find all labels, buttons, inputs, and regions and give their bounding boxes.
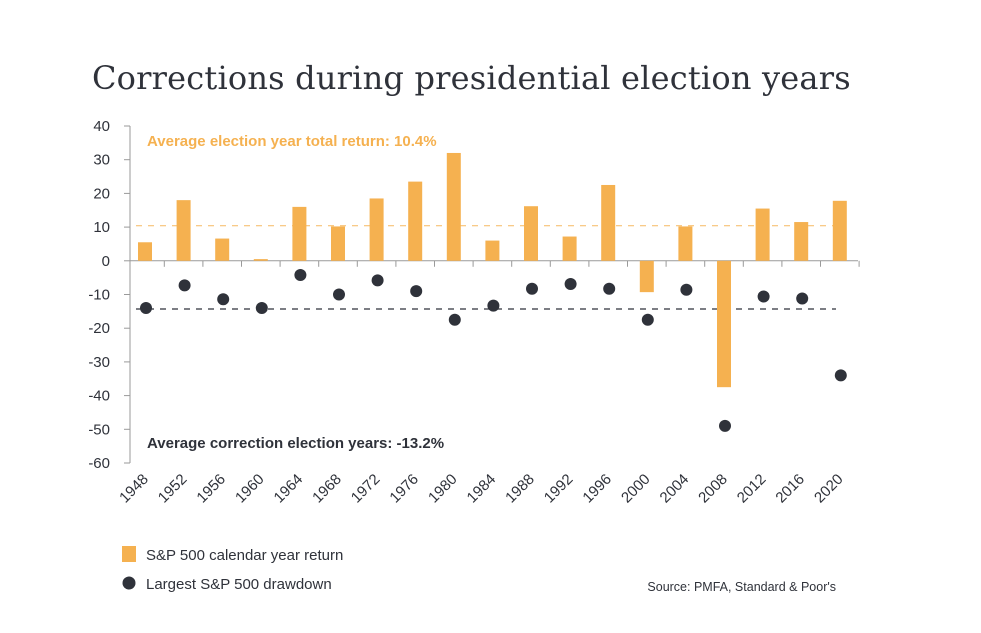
bar bbox=[331, 226, 345, 261]
point bbox=[719, 419, 731, 432]
y-tick-label: -10 bbox=[88, 287, 110, 304]
bar bbox=[176, 200, 191, 261]
point bbox=[603, 282, 616, 295]
point bbox=[140, 301, 152, 314]
bar bbox=[408, 181, 423, 261]
x-tick-label: 1968 bbox=[309, 471, 345, 507]
legend-swatch-dot bbox=[122, 576, 136, 590]
point bbox=[487, 299, 500, 312]
bar-series bbox=[138, 152, 847, 388]
point bbox=[371, 274, 384, 287]
point bbox=[178, 279, 191, 292]
bar bbox=[678, 226, 693, 261]
point bbox=[796, 292, 809, 305]
point bbox=[333, 288, 345, 301]
x-tick-label: 1996 bbox=[579, 471, 615, 507]
x-tick-label: 2012 bbox=[734, 471, 770, 507]
point bbox=[641, 313, 654, 326]
bar bbox=[292, 206, 307, 261]
point bbox=[757, 290, 770, 303]
chart-title: Corrections during presidential election… bbox=[92, 59, 851, 97]
x-tick-label: 1992 bbox=[541, 471, 577, 507]
y-tick-label: -40 bbox=[88, 388, 110, 405]
bar bbox=[253, 259, 268, 261]
point bbox=[255, 301, 268, 314]
y-tick-label: 0 bbox=[102, 253, 110, 270]
bar bbox=[524, 206, 538, 261]
point bbox=[448, 313, 461, 326]
x-tick-label: 1948 bbox=[116, 471, 152, 507]
bar bbox=[639, 260, 654, 293]
y-tick-label: -20 bbox=[88, 320, 110, 337]
bar bbox=[794, 222, 809, 261]
legend-label-bar: S&P 500 calendar year return bbox=[146, 547, 343, 564]
x-tick-label: 1976 bbox=[386, 471, 422, 507]
bar bbox=[717, 260, 731, 388]
x-tick-label: 2004 bbox=[657, 471, 693, 507]
point bbox=[680, 283, 693, 296]
bar bbox=[138, 242, 152, 261]
source-note: Source: PMFA, Standard & Poor's bbox=[647, 580, 836, 594]
bar bbox=[215, 238, 230, 261]
scatter-series bbox=[140, 268, 847, 432]
x-tick-label: 2000 bbox=[618, 471, 654, 507]
legend-swatch-bar bbox=[122, 546, 136, 562]
legend-label-dot: Largest S&P 500 drawdown bbox=[146, 576, 332, 593]
point bbox=[410, 285, 423, 298]
x-tick-label: 2020 bbox=[811, 471, 847, 507]
bar bbox=[832, 200, 847, 261]
point bbox=[834, 369, 847, 382]
y-tick-label: 40 bbox=[93, 118, 110, 135]
x-tick-label: 2008 bbox=[695, 471, 731, 507]
bar bbox=[562, 236, 577, 261]
y-tick-label: 30 bbox=[93, 152, 110, 169]
x-tick-label: 1980 bbox=[425, 471, 461, 507]
axes bbox=[129, 126, 858, 463]
x-tick-label: 2016 bbox=[772, 471, 808, 507]
y-tick-label: -50 bbox=[88, 421, 110, 438]
bar bbox=[446, 152, 461, 261]
y-tick-label: -60 bbox=[88, 455, 110, 472]
x-tick-label: 1964 bbox=[271, 471, 307, 507]
y-tick-label: 20 bbox=[93, 185, 110, 202]
x-tick-label: 1952 bbox=[155, 471, 191, 507]
point bbox=[564, 278, 577, 291]
legend: S&P 500 calendar year return Largest S&P… bbox=[122, 546, 343, 593]
y-axis: 40 30 20 10 0 -10 -20 -30 -40 -50 -60 bbox=[88, 118, 130, 472]
point bbox=[294, 268, 307, 281]
point bbox=[217, 293, 230, 306]
average-return-annotation: Average election year total return: 10.4… bbox=[147, 133, 437, 150]
reference-lines bbox=[136, 225, 836, 310]
bar bbox=[601, 184, 616, 261]
bar bbox=[369, 198, 384, 261]
x-tick-label: 1960 bbox=[232, 471, 268, 507]
x-tick-label: 1956 bbox=[193, 471, 229, 507]
average-correction-annotation: Average correction election years: -13.2… bbox=[147, 435, 444, 452]
bar bbox=[755, 208, 770, 261]
y-tick-label: -30 bbox=[88, 354, 110, 371]
bar bbox=[485, 240, 500, 261]
x-tick-label: 1988 bbox=[502, 471, 538, 507]
x-tick-label: 1984 bbox=[464, 471, 500, 507]
point bbox=[526, 282, 538, 295]
y-tick-label: 10 bbox=[93, 219, 110, 236]
x-tick-label: 1972 bbox=[348, 471, 384, 507]
